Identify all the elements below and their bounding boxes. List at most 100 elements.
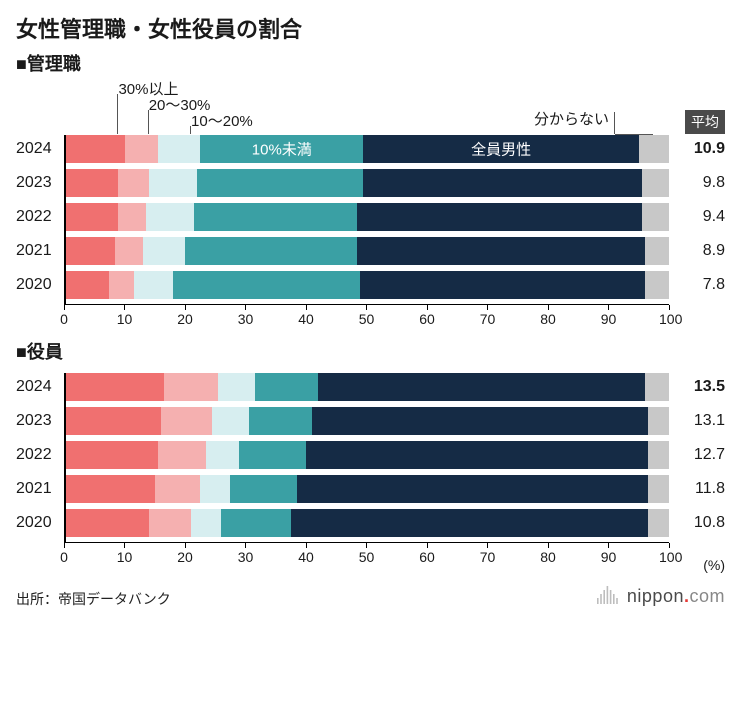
bar-segment-lt10 — [230, 475, 297, 503]
bar-segment-r10_20 — [146, 203, 194, 231]
stacked-bar — [64, 169, 669, 197]
avg-header: 平均 — [685, 110, 725, 134]
bar-segment-r20_30 — [158, 441, 206, 469]
avg-value: 11.8 — [673, 480, 725, 498]
year-label: 2022 — [16, 446, 64, 464]
avg-value: 9.4 — [673, 208, 725, 226]
logo-mark-icon — [597, 584, 621, 609]
bar-segment-unknown — [645, 373, 669, 401]
year-label: 2023 — [16, 174, 64, 192]
bar-segment-r20_30 — [125, 135, 158, 163]
bar-rows: 202410%未満全員男性10.920239.820229.420218.920… — [16, 134, 725, 300]
page-title: 女性管理職・女性役員の割合 — [16, 12, 725, 44]
leader-line — [614, 112, 615, 134]
stacked-bar — [64, 475, 669, 503]
bar-segment-lt10 — [185, 237, 357, 265]
chart-section: ■役員202413.5202313.1202212.7202111.820201… — [16, 338, 725, 570]
axis-tick: 0 — [54, 305, 74, 327]
bar-segment-all_male — [291, 509, 648, 537]
bar-segment-r20_30 — [115, 237, 142, 265]
axis-tick: 30 — [236, 305, 256, 327]
bar-row: 20218.9 — [16, 236, 725, 266]
avg-value: 9.8 — [673, 174, 725, 192]
year-label: 2020 — [16, 276, 64, 294]
bar-row: 20229.4 — [16, 202, 725, 232]
bar-row: 2020 10.8 — [16, 508, 725, 538]
year-label: 2024 — [16, 140, 64, 158]
axis-tick: 40 — [296, 543, 316, 565]
bar-segment-unknown — [639, 135, 669, 163]
axis-tick: 70 — [478, 543, 498, 565]
axis-tick: 40 — [296, 305, 316, 327]
bar-segment-ge30 — [64, 169, 118, 197]
bar-segment-r10_20 — [206, 441, 239, 469]
axis-tick: 10 — [115, 543, 135, 565]
axis-tick: 100 — [659, 305, 679, 327]
bar-segment-r10_20 — [212, 407, 248, 435]
leader-area: 30%以上20〜30%10〜20%分からない平均 — [64, 78, 669, 134]
bar-segment-r20_30 — [149, 509, 191, 537]
bar-segment-ge30 — [64, 271, 109, 299]
stacked-bar — [64, 237, 669, 265]
bar-segment-all_male — [363, 135, 638, 163]
bar-segment-unknown — [648, 407, 669, 435]
axis-tick: 80 — [538, 305, 558, 327]
logo: nippon.com — [597, 584, 725, 609]
bar-segment-unknown — [645, 271, 669, 299]
axis-tick: 20 — [175, 305, 195, 327]
bar-row: 202111.8 — [16, 474, 725, 504]
axis-tick: 60 — [417, 543, 437, 565]
bar-segment-r10_20 — [200, 475, 230, 503]
axis-unit: (%) — [703, 557, 725, 573]
stacked-bar — [64, 509, 669, 537]
bar-row: 202410%未満全員男性10.9 — [16, 134, 725, 164]
bar-row: 202313.1 — [16, 406, 725, 436]
x-axis: 0102030405060708090100 — [64, 304, 669, 332]
leader-line — [117, 94, 118, 134]
avg-value: 10.8 — [673, 514, 725, 532]
bar-segment-ge30 — [64, 373, 164, 401]
bar-segment-r20_30 — [109, 271, 133, 299]
x-axis: 0102030405060708090100(%) — [64, 542, 669, 570]
year-label: 2021 — [16, 242, 64, 260]
stacked-bar — [64, 271, 669, 299]
axis-tick: 70 — [478, 305, 498, 327]
bar-segment-unknown — [648, 475, 669, 503]
bar-segment-lt10 — [200, 135, 363, 163]
bar-segment-r20_30 — [155, 475, 200, 503]
bar-segment-all_male — [297, 475, 648, 503]
axis-tick: 50 — [357, 543, 377, 565]
bar-row: 202413.5 — [16, 372, 725, 402]
axis-tick: 80 — [538, 543, 558, 565]
year-label: 2023 — [16, 412, 64, 430]
chart-section: ■管理職30%以上20〜30%10〜20%分からない平均202410%未満全員男… — [16, 50, 725, 332]
bar-segment-ge30 — [64, 203, 118, 231]
bar-segment-r10_20 — [149, 169, 197, 197]
axis-tick: 10 — [115, 305, 135, 327]
bar-segment-r10_20 — [143, 237, 185, 265]
axis-tick: 60 — [417, 305, 437, 327]
bar-segment-lt10 — [197, 169, 363, 197]
axis-tick: 90 — [599, 305, 619, 327]
source-text: 出所：帝国データバンク — [16, 589, 171, 609]
avg-value: 7.8 — [673, 276, 725, 294]
avg-value: 10.9 — [673, 140, 725, 158]
bar-segment-unknown — [648, 441, 669, 469]
bar-segment-all_male — [318, 373, 645, 401]
axis-tick: 100 — [659, 543, 679, 565]
bar-segment-ge30 — [64, 509, 149, 537]
bar-segment-r10_20 — [218, 373, 254, 401]
bar-segment-all_male — [312, 407, 648, 435]
stacked-bar — [64, 203, 669, 231]
bar-segment-r10_20 — [158, 135, 200, 163]
section-title: ■管理職 — [16, 50, 725, 76]
y-axis-line — [64, 135, 66, 305]
bar-segment-ge30 — [64, 237, 115, 265]
bar-segment-lt10 — [221, 509, 291, 537]
axis-tick: 20 — [175, 543, 195, 565]
bar-segment-unknown — [645, 237, 669, 265]
stacked-bar — [64, 407, 669, 435]
year-label: 2020 — [16, 514, 64, 532]
bar-segment-ge30 — [64, 407, 161, 435]
bar-segment-ge30 — [64, 441, 158, 469]
